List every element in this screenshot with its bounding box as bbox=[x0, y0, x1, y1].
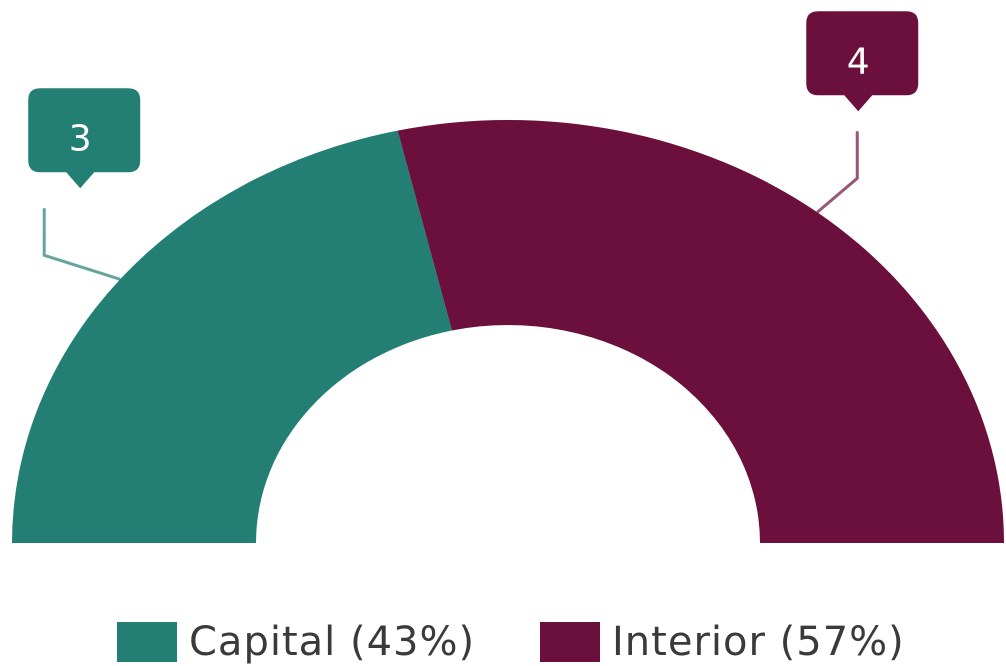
callout-line bbox=[816, 131, 859, 214]
pie-slice bbox=[12, 130, 452, 543]
legend-label: Interior (57%) bbox=[612, 619, 905, 665]
callout-box bbox=[28, 88, 141, 189]
callout-box bbox=[806, 11, 919, 112]
callout-line bbox=[42, 208, 121, 281]
legend-swatch bbox=[117, 622, 177, 662]
pie-slice bbox=[397, 120, 1004, 544]
data-label: 3 bbox=[69, 118, 92, 159]
legend-swatch bbox=[540, 622, 600, 662]
legend-label: Capital (43%) bbox=[189, 619, 475, 665]
data-label: 4 bbox=[847, 41, 870, 82]
